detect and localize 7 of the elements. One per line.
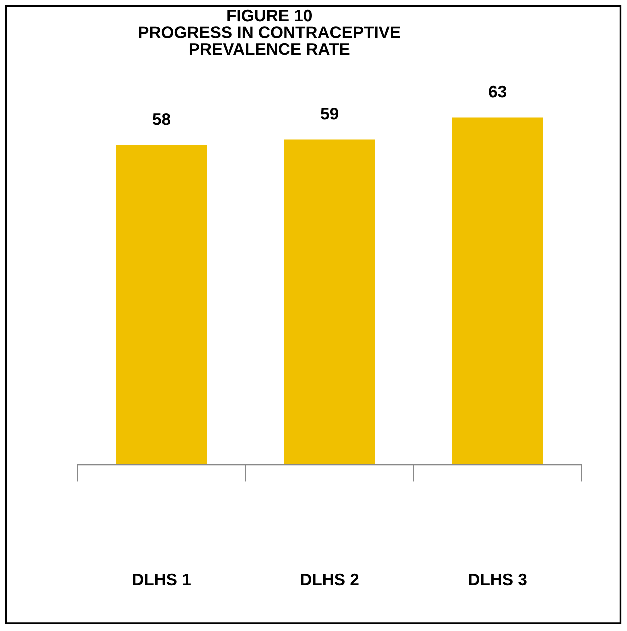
chart-title: FIGURE 10 PROGRESS IN CONTRACEPTIVE PREVALENCE RATE (139, 10, 400, 56)
data-label: 59 (321, 108, 338, 120)
data-label: 63 (489, 86, 507, 98)
x-tick-label: DLHS 1 (133, 574, 191, 586)
data-label: 58 (153, 114, 171, 126)
x-tick-label: DLHS 2 (301, 574, 359, 586)
x-tick-label: DLHS 3 (469, 574, 527, 586)
